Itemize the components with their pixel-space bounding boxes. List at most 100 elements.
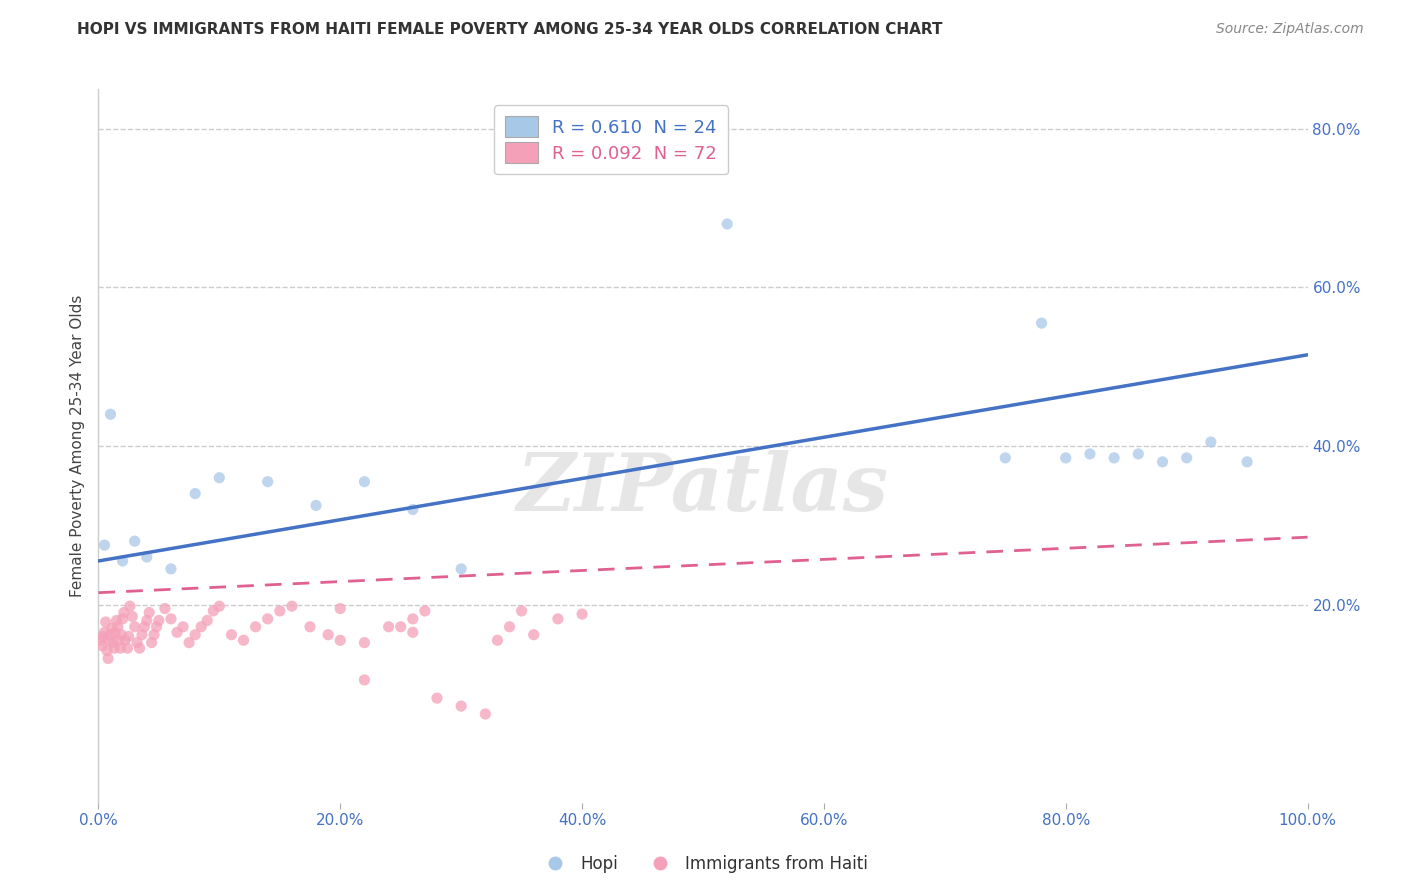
Point <box>135 549 157 564</box>
Point <box>110 628 132 642</box>
Point <box>124 534 146 549</box>
Point <box>134 620 156 634</box>
Point <box>474 706 496 721</box>
Point <box>94 615 117 629</box>
Legend: R = 0.610  N = 24, R = 0.092  N = 72: R = 0.610 N = 24, R = 0.092 N = 72 <box>495 105 728 174</box>
Point <box>208 599 231 614</box>
Point <box>547 612 569 626</box>
Point <box>111 554 134 568</box>
Point <box>108 633 131 648</box>
Point <box>103 641 125 656</box>
Point <box>221 628 243 642</box>
Point <box>184 486 207 500</box>
Point <box>105 614 128 628</box>
Text: HOPI VS IMMIGRANTS FROM HAITI FEMALE POVERTY AMONG 25-34 YEAR OLDS CORRELATION C: HOPI VS IMMIGRANTS FROM HAITI FEMALE POV… <box>77 22 943 37</box>
Point <box>1199 435 1222 450</box>
Point <box>127 635 149 649</box>
Point <box>98 633 121 648</box>
Point <box>329 601 352 615</box>
Point <box>195 614 218 628</box>
Point <box>256 475 278 489</box>
Point <box>1128 447 1150 461</box>
Point <box>184 628 207 642</box>
Point <box>1031 316 1053 330</box>
Point <box>172 620 194 634</box>
Point <box>93 538 115 552</box>
Point <box>104 625 127 640</box>
Point <box>498 620 520 634</box>
Point <box>353 635 375 649</box>
Point <box>1078 447 1101 461</box>
Point <box>329 633 352 648</box>
Point <box>450 699 472 714</box>
Point <box>108 641 131 656</box>
Point <box>402 502 425 516</box>
Point <box>91 639 114 653</box>
Point <box>510 604 533 618</box>
Point <box>160 612 183 626</box>
Point <box>114 633 136 648</box>
Point <box>100 628 122 642</box>
Point <box>402 625 425 640</box>
Point <box>299 620 322 634</box>
Point <box>112 606 135 620</box>
Point <box>426 691 449 706</box>
Point <box>166 625 188 640</box>
Point <box>202 604 225 618</box>
Point <box>118 629 141 643</box>
Point <box>281 599 304 614</box>
Text: Source: ZipAtlas.com: Source: ZipAtlas.com <box>1216 22 1364 37</box>
Point <box>131 628 153 642</box>
Point <box>1102 450 1125 465</box>
Point <box>316 628 339 642</box>
Point <box>571 607 593 621</box>
Point <box>1054 450 1077 465</box>
Point <box>256 612 278 626</box>
Point <box>145 620 167 634</box>
Point <box>486 633 509 648</box>
Point <box>97 651 120 665</box>
Y-axis label: Female Poverty Among 25-34 Year Olds: Female Poverty Among 25-34 Year Olds <box>69 295 84 597</box>
Point <box>716 217 738 231</box>
Point <box>208 471 231 485</box>
Point <box>138 606 160 620</box>
Point <box>353 475 375 489</box>
Text: ZIPatlas: ZIPatlas <box>517 450 889 527</box>
Point <box>994 450 1017 465</box>
Point <box>160 562 183 576</box>
Point <box>1175 450 1198 465</box>
Legend: Hopi, Immigrants from Haiti: Hopi, Immigrants from Haiti <box>531 848 875 880</box>
Point <box>143 628 166 642</box>
Point <box>100 407 122 421</box>
Point <box>128 641 150 656</box>
Point <box>117 641 139 656</box>
Point <box>91 629 114 643</box>
Point <box>450 562 472 576</box>
Point <box>353 673 375 687</box>
Point <box>402 612 425 626</box>
Point <box>232 633 254 648</box>
Point <box>135 614 157 628</box>
Point <box>190 620 212 634</box>
Point <box>96 643 118 657</box>
Point <box>269 604 291 618</box>
Point <box>179 635 201 649</box>
Point <box>1236 455 1258 469</box>
Point <box>413 604 436 618</box>
Point <box>121 609 143 624</box>
Point <box>305 499 328 513</box>
Point <box>377 620 399 634</box>
Point <box>101 635 124 649</box>
Point <box>389 620 412 634</box>
Point <box>118 599 141 614</box>
Point <box>93 625 115 640</box>
Point <box>153 601 176 615</box>
Point <box>148 614 170 628</box>
Point <box>100 621 122 635</box>
Point <box>111 612 134 626</box>
Point <box>141 635 163 649</box>
Point <box>90 633 112 648</box>
Point <box>107 620 129 634</box>
Point <box>245 620 267 634</box>
Point <box>124 620 146 634</box>
